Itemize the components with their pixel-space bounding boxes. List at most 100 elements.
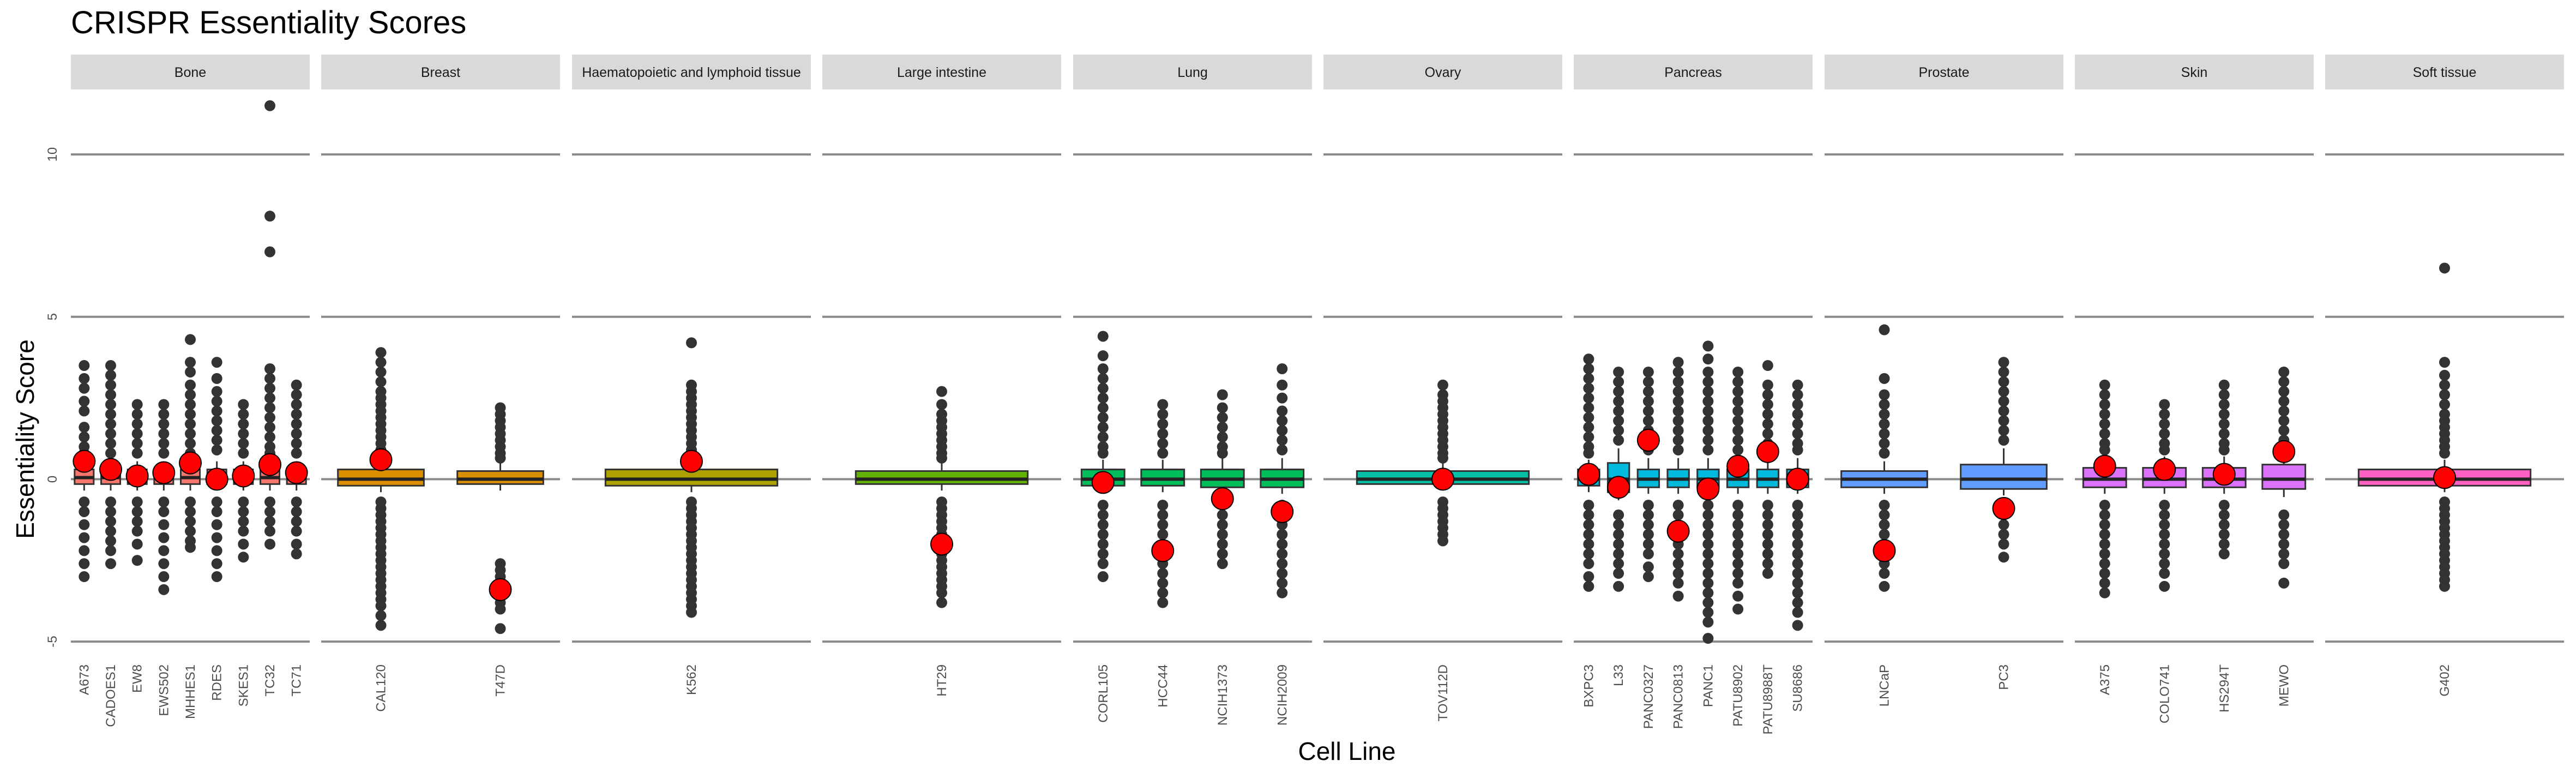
- outlier-point: [2439, 399, 2450, 410]
- outlier-point: [2278, 376, 2290, 387]
- facet-strip-label: Soft tissue: [2413, 65, 2477, 80]
- highlight-point: [2212, 463, 2236, 486]
- cell-line-l33: L33: [1606, 366, 1630, 686]
- cell-line-skes1: SKES1: [232, 399, 255, 706]
- cell-line-hcc44: HCC44: [1140, 399, 1185, 708]
- outlier-point: [1217, 402, 1228, 414]
- outlier-point: [1792, 444, 1803, 456]
- outlier-point: [1702, 444, 1714, 456]
- outlier-point: [1792, 538, 1803, 550]
- outlier-point: [1583, 529, 1594, 540]
- outlier-point: [495, 623, 506, 634]
- highlight-point: [1666, 519, 1690, 543]
- outlier-point: [1998, 386, 2009, 397]
- outlier-point: [686, 337, 697, 349]
- cell-line-panc0327: PANC0327: [1636, 366, 1660, 729]
- outlier-point: [1157, 597, 1169, 608]
- outlier-point: [1762, 399, 1773, 410]
- outlier-point: [291, 389, 302, 400]
- x-tick-label: BXPC3: [1581, 664, 1596, 708]
- outlier-point: [1613, 405, 1624, 417]
- cell-line-tc32: TC32: [258, 100, 281, 697]
- x-tick-label: CADOES1: [104, 664, 118, 727]
- highlight-point: [1786, 468, 1809, 491]
- outlier-point: [105, 447, 116, 459]
- outlier-point: [2278, 405, 2290, 417]
- outlier-point: [1998, 405, 2009, 417]
- outlier-point: [185, 428, 196, 440]
- outlier-point: [2099, 519, 2110, 530]
- outlier-point: [2218, 418, 2230, 430]
- outlier-point: [1277, 548, 1288, 560]
- outlier-point: [1792, 529, 1803, 540]
- outlier-point: [1998, 425, 2009, 436]
- outlier-point: [2218, 399, 2230, 410]
- chart-title: CRISPR Essentiality Scores: [71, 5, 467, 40]
- outlier-point: [1732, 538, 1744, 550]
- outlier-point: [1642, 500, 1654, 511]
- outlier-point: [2439, 447, 2450, 459]
- outlier-point: [1879, 580, 1890, 592]
- outlier-point: [105, 438, 116, 449]
- x-tick-label: PC3: [1997, 664, 2012, 690]
- outlier-point: [1732, 590, 1744, 602]
- highlight-point: [1726, 454, 1750, 478]
- outlier-point: [105, 535, 116, 547]
- x-tick-label: HS294T: [2217, 664, 2232, 712]
- facet-strip-label: Large intestine: [897, 65, 986, 80]
- outlier-point: [264, 373, 275, 384]
- cell-line-t47d: T47D: [456, 402, 544, 697]
- outlier-point: [1879, 409, 1890, 420]
- x-tick-label: SU8686: [1791, 664, 1805, 712]
- outlier-point: [2099, 538, 2110, 550]
- outlier-point: [1583, 571, 1594, 583]
- outlier-point: [1792, 418, 1803, 430]
- outlier-point: [291, 516, 302, 527]
- outlier-point: [238, 428, 249, 440]
- x-tick-label: EW8: [130, 664, 145, 693]
- outlier-point: [1583, 500, 1594, 511]
- outlier-point: [2278, 396, 2290, 407]
- cell-line-hs294t: HS294T: [2201, 379, 2247, 712]
- outlier-point: [264, 211, 275, 222]
- outlier-point: [1702, 519, 1714, 530]
- outlier-point: [1732, 500, 1744, 511]
- outlier-point: [291, 496, 302, 508]
- outlier-point: [1217, 422, 1228, 433]
- outlier-point: [105, 545, 116, 556]
- highlight-point: [179, 451, 202, 475]
- outlier-point: [211, 415, 222, 427]
- x-tick-label: A375: [2098, 664, 2112, 695]
- x-tick-label: T47D: [493, 664, 508, 697]
- highlight-point: [1636, 428, 1660, 452]
- outlier-point: [1613, 434, 1624, 446]
- outlier-point: [238, 399, 249, 410]
- outlier-point: [1702, 366, 1714, 377]
- outlier-point: [1097, 519, 1109, 530]
- outlier-point: [1277, 558, 1288, 570]
- outlier-point: [158, 418, 170, 430]
- y-tick-label: 0: [45, 476, 60, 483]
- outlier-point: [211, 496, 222, 508]
- facet-strip: [1073, 55, 1312, 89]
- outlier-point: [1732, 425, 1744, 436]
- highlight-point: [1091, 471, 1115, 494]
- outlier-point: [1097, 412, 1109, 423]
- cell-line-k562: K562: [604, 337, 779, 695]
- outlier-point: [1157, 519, 1169, 530]
- outlier-point: [1157, 418, 1169, 430]
- highlight-point: [285, 461, 308, 484]
- outlier-point: [185, 525, 196, 537]
- outlier-point: [1732, 444, 1744, 456]
- highlight-point: [1756, 440, 1779, 463]
- outlier-point: [185, 366, 196, 377]
- outlier-point: [2439, 262, 2450, 274]
- outlier-point: [1097, 500, 1109, 511]
- outlier-point: [2159, 538, 2170, 550]
- outlier-point: [1097, 350, 1109, 362]
- outlier-point: [1702, 577, 1714, 589]
- outlier-point: [1583, 373, 1594, 384]
- outlier-point: [264, 363, 275, 374]
- cell-line-patu8988t: PATU8988T: [1756, 360, 1780, 735]
- outlier-point: [1879, 529, 1890, 540]
